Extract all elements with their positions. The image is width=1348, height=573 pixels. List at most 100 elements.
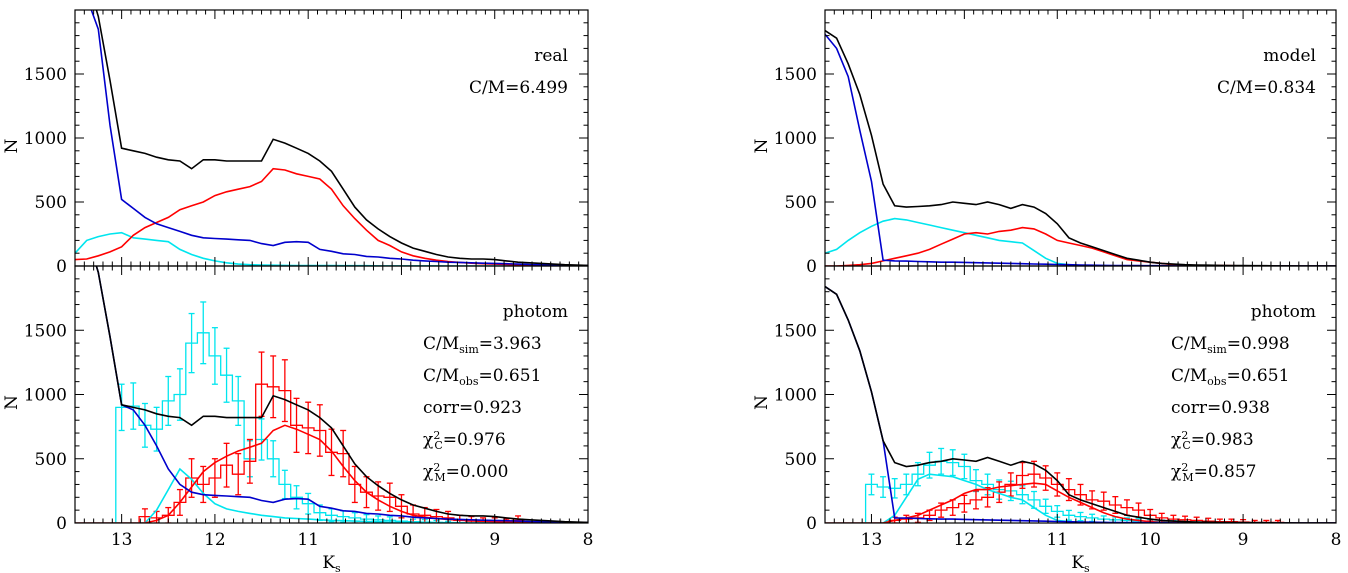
histogram-steps bbox=[888, 473, 1285, 523]
annotation: C/Msim=3.963 bbox=[423, 334, 542, 356]
annotation-sup: 2 bbox=[1181, 461, 1188, 474]
y-tick-label: 1500 bbox=[24, 321, 67, 341]
y-tick-label: 500 bbox=[35, 193, 67, 213]
x-tick-label: 10 bbox=[391, 530, 413, 550]
annotation-sub: sim bbox=[1207, 343, 1227, 356]
annotation-value: =0.983 bbox=[1191, 430, 1254, 450]
annotation: C/Msim=0.998 bbox=[1171, 334, 1290, 356]
series-line-black bbox=[95, 266, 588, 523]
annotation: corr=0.938 bbox=[1171, 398, 1270, 418]
annotation-value: =0.998 bbox=[1227, 334, 1290, 354]
plot-frame bbox=[824, 9, 1337, 267]
x-axis-label-sub: s bbox=[335, 562, 341, 573]
x-tick-label: 9 bbox=[1238, 530, 1249, 550]
y-axis-label: N bbox=[2, 395, 22, 410]
y-tick-label: 500 bbox=[35, 450, 67, 470]
annotation-sub: sim bbox=[459, 343, 479, 356]
annotation-sub: obs bbox=[1207, 375, 1227, 388]
y-tick-label: 1000 bbox=[774, 129, 817, 149]
annotation: C/Mobs=0.651 bbox=[1171, 366, 1289, 388]
series-line-black bbox=[825, 29, 1336, 266]
annotation-sub: M bbox=[1182, 471, 1193, 484]
x-axis-label: Ks bbox=[1071, 553, 1090, 573]
x-tick-label: 9 bbox=[489, 530, 500, 550]
annotation-base: χ bbox=[423, 430, 433, 450]
annotation: χ2 M=0.857 bbox=[1171, 461, 1257, 484]
series-line-blue bbox=[90, 10, 588, 266]
y-axis-label: N bbox=[752, 138, 772, 153]
y-tick-label: 1000 bbox=[24, 386, 67, 406]
annotation: real bbox=[534, 46, 568, 66]
y-tick-label: 1500 bbox=[774, 321, 817, 341]
x-axis-label-sub: s bbox=[1084, 562, 1090, 573]
annotation-value: =0.976 bbox=[443, 430, 506, 450]
annotation-base: C/M bbox=[1171, 366, 1207, 386]
plot-area bbox=[75, 10, 588, 266]
annotation-sub: C bbox=[434, 439, 442, 452]
annotation-sub: M bbox=[434, 471, 445, 484]
annotation: χ2 C=0.976 bbox=[423, 429, 506, 452]
x-tick-label: 13 bbox=[861, 530, 883, 550]
y-axis-label: N bbox=[752, 395, 772, 410]
annotation-base: C/M bbox=[423, 366, 459, 386]
annotation: χ2 C=0.983 bbox=[1171, 429, 1254, 452]
annotation: photom bbox=[1251, 302, 1316, 322]
annotation-sub: obs bbox=[459, 375, 479, 388]
plot-frame bbox=[74, 9, 589, 267]
y-tick-label: 500 bbox=[785, 450, 817, 470]
annotation-sub: C bbox=[1182, 439, 1190, 452]
x-tick-label: 12 bbox=[204, 530, 226, 550]
y-tick-label: 0 bbox=[56, 257, 67, 277]
annotation-sup: 2 bbox=[433, 461, 440, 474]
annotation: model bbox=[1263, 46, 1316, 66]
annotation: corr=0.923 bbox=[423, 398, 522, 418]
series-line-blue bbox=[825, 285, 1336, 523]
y-tick-label: 1500 bbox=[774, 65, 817, 85]
x-axis-label-main: K bbox=[1071, 553, 1084, 573]
series-line-red bbox=[75, 424, 588, 523]
x-tick-label: 8 bbox=[583, 530, 594, 550]
annotation-value: =0.651 bbox=[478, 366, 541, 386]
series-line-blue bbox=[825, 33, 1336, 266]
series-line-black bbox=[95, 10, 588, 266]
y-tick-label: 1500 bbox=[24, 65, 67, 85]
y-tick-label: 0 bbox=[56, 514, 67, 534]
y-tick-label: 0 bbox=[806, 514, 817, 534]
x-tick-label: 13 bbox=[111, 530, 133, 550]
annotation-value: =0.857 bbox=[1194, 462, 1257, 482]
annotation-value: =3.963 bbox=[479, 334, 542, 354]
x-tick-label: 11 bbox=[297, 530, 319, 550]
annotation: χ2 M=0.000 bbox=[423, 461, 509, 484]
annotation-base: χ bbox=[1171, 430, 1181, 450]
y-tick-label: 1000 bbox=[24, 129, 67, 149]
annotation-base: χ bbox=[423, 462, 433, 482]
x-axis-label: Ks bbox=[322, 553, 341, 573]
annotation-base: C/M bbox=[423, 334, 459, 354]
x-tick-label: 11 bbox=[1046, 530, 1068, 550]
y-tick-label: 1000 bbox=[774, 386, 817, 406]
annotation: photom bbox=[503, 302, 568, 322]
annotation-sup: 2 bbox=[433, 429, 440, 442]
annotation-base: χ bbox=[1171, 462, 1181, 482]
annotation: C/M=0.834 bbox=[1217, 78, 1316, 98]
annotation: C/M=6.499 bbox=[469, 78, 568, 98]
y-tick-label: 500 bbox=[785, 193, 817, 213]
y-axis-label: N bbox=[2, 138, 22, 153]
annotation-sup: 2 bbox=[1181, 429, 1188, 442]
x-tick-label: 8 bbox=[1331, 530, 1342, 550]
series-line-blue bbox=[95, 266, 588, 523]
annotation: C/Mobs=0.651 bbox=[423, 366, 541, 388]
x-tick-label: 10 bbox=[1139, 530, 1161, 550]
x-tick-label: 12 bbox=[954, 530, 976, 550]
plot-area bbox=[75, 266, 588, 523]
plot-area bbox=[825, 29, 1336, 266]
x-axis-label-main: K bbox=[322, 553, 335, 573]
annotation-value: =0.651 bbox=[1226, 366, 1289, 386]
annotation-value: =0.000 bbox=[446, 462, 509, 482]
annotation-base: C/M bbox=[1171, 334, 1207, 354]
y-tick-label: 0 bbox=[806, 257, 817, 277]
